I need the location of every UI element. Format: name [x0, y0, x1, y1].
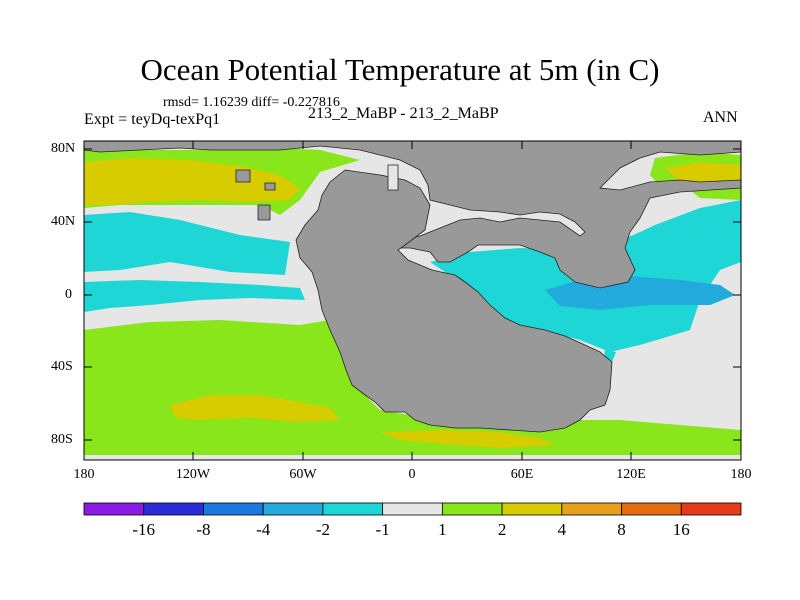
lon-label-120e: 120E	[616, 467, 646, 482]
colorbar-label: -1	[375, 520, 390, 539]
land-island-2	[264, 182, 276, 191]
lon-label-0: 0	[408, 467, 416, 482]
colorbar-label: 8	[617, 520, 626, 539]
colorbar-label: -2	[315, 520, 330, 539]
colorbar-swatch	[203, 502, 264, 516]
lon-label-60e: 60E	[510, 467, 534, 482]
lat-label-40s: 40S	[51, 359, 73, 374]
lat-label-40n: 40N	[51, 214, 76, 229]
lon-label-180w: 180	[73, 467, 95, 482]
season-label: ANN	[703, 109, 738, 126]
map-title: Ocean Potential Temperature at 5m (in C)	[140, 52, 660, 87]
colorbar-swatch	[382, 502, 443, 516]
colorbar-label: -4	[256, 520, 271, 539]
colorbar-swatch	[621, 502, 682, 516]
lon-ticks	[192, 141, 632, 460]
lon-label-120w: 120W	[175, 467, 211, 482]
colorbar-label: -8	[196, 520, 211, 539]
colorbar-swatch	[322, 502, 384, 516]
colorbar-swatch	[83, 502, 145, 516]
land-island-3	[257, 204, 271, 221]
lat-label-80n: 80N	[51, 141, 76, 156]
lat-ticks	[84, 148, 741, 441]
colorbar-swatch	[143, 502, 204, 516]
map-field	[84, 141, 741, 460]
warm-region-south-pacific	[84, 348, 330, 382]
colorbar-swatch	[561, 502, 622, 516]
case-label: 213_2_MaBP - 213_2_MaBP	[308, 105, 499, 122]
warmer-region-south	[170, 395, 340, 422]
stats-text: rmsd= 1.16239 diff= -0.227816	[163, 95, 340, 110]
colorbar-label: -16	[132, 520, 156, 539]
lake-inland	[387, 164, 399, 191]
cool-region-north-pacific	[84, 212, 290, 275]
land-supercontinent	[295, 169, 613, 433]
lat-label-0: 0	[65, 287, 72, 302]
colorbar-swatch	[501, 502, 563, 516]
cool-region-tropical-pacific	[84, 280, 305, 312]
colorbar	[83, 502, 742, 516]
colorbar-swatch	[680, 502, 742, 516]
land-north	[84, 141, 741, 289]
lon-label-60w: 60W	[289, 467, 317, 482]
land-island-1	[235, 169, 251, 183]
colorbar-swatch	[441, 502, 503, 516]
warmer-region-south-central	[380, 430, 555, 448]
lat-label-80s: 80S	[51, 432, 73, 447]
colorbar-label: 4	[557, 520, 567, 539]
colorbar-swatch	[262, 502, 324, 516]
colorbar-label: 1	[438, 520, 447, 539]
experiment-label: Expt = teyDq-texPq1	[84, 111, 221, 128]
colorbar-label: 2	[497, 520, 507, 539]
lon-label-180e: 180	[730, 467, 752, 482]
colorbar-label: 16	[672, 520, 690, 539]
